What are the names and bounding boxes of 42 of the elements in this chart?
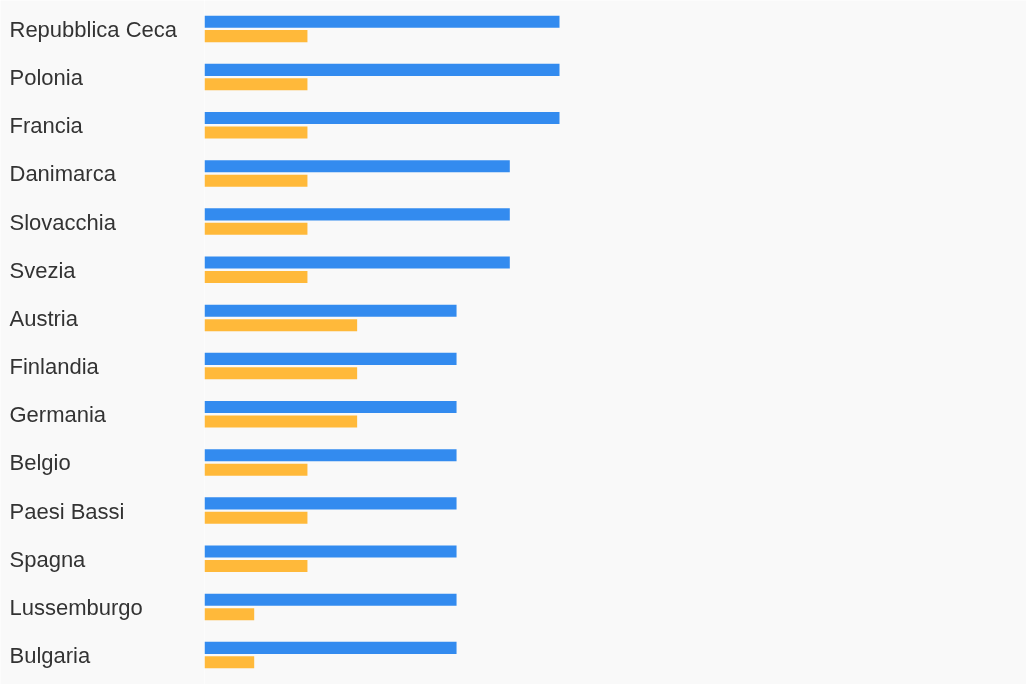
bar [204, 511, 308, 524]
bar [204, 497, 457, 510]
bar [204, 401, 457, 414]
bar [204, 112, 560, 125]
y-tick-label: Repubblica Ceca [9, 16, 178, 42]
bar [204, 608, 255, 621]
y-tick-label: Lussemburgo [9, 594, 143, 620]
y-tick-label: Germania [9, 402, 107, 428]
bar [204, 208, 510, 221]
y-tick-label: Austria [9, 305, 79, 331]
bar [204, 256, 510, 269]
bar [204, 270, 308, 284]
y-tick-label: Danimarca [9, 161, 117, 187]
bar [204, 126, 308, 139]
bar [204, 463, 308, 476]
bar [204, 304, 457, 317]
bar [204, 160, 510, 173]
bar [204, 174, 308, 187]
y-tick-label: Spagna [9, 546, 87, 572]
bar [204, 641, 457, 654]
y-tick-label: Finlandia [9, 354, 100, 380]
bar [204, 319, 358, 332]
bar [204, 222, 308, 235]
y-tick-label: Svezia [9, 257, 77, 283]
bar [204, 352, 457, 365]
y-tick-label: Belgio [9, 450, 71, 476]
bar [204, 30, 308, 43]
y-tick-label: Francia [9, 113, 84, 139]
bar [204, 78, 308, 91]
bar [204, 559, 308, 573]
bar [204, 656, 255, 669]
bar [204, 367, 358, 380]
bar [204, 449, 457, 462]
bar [204, 15, 560, 28]
bar [204, 63, 560, 76]
bar [204, 593, 457, 606]
y-tick-label: Bulgaria [9, 643, 91, 669]
bar [204, 415, 358, 428]
bar [204, 545, 457, 558]
y-tick-label: Polonia [9, 65, 84, 91]
y-tick-label: Paesi Bassi [9, 498, 125, 524]
y-tick-label: Slovacchia [9, 209, 117, 235]
